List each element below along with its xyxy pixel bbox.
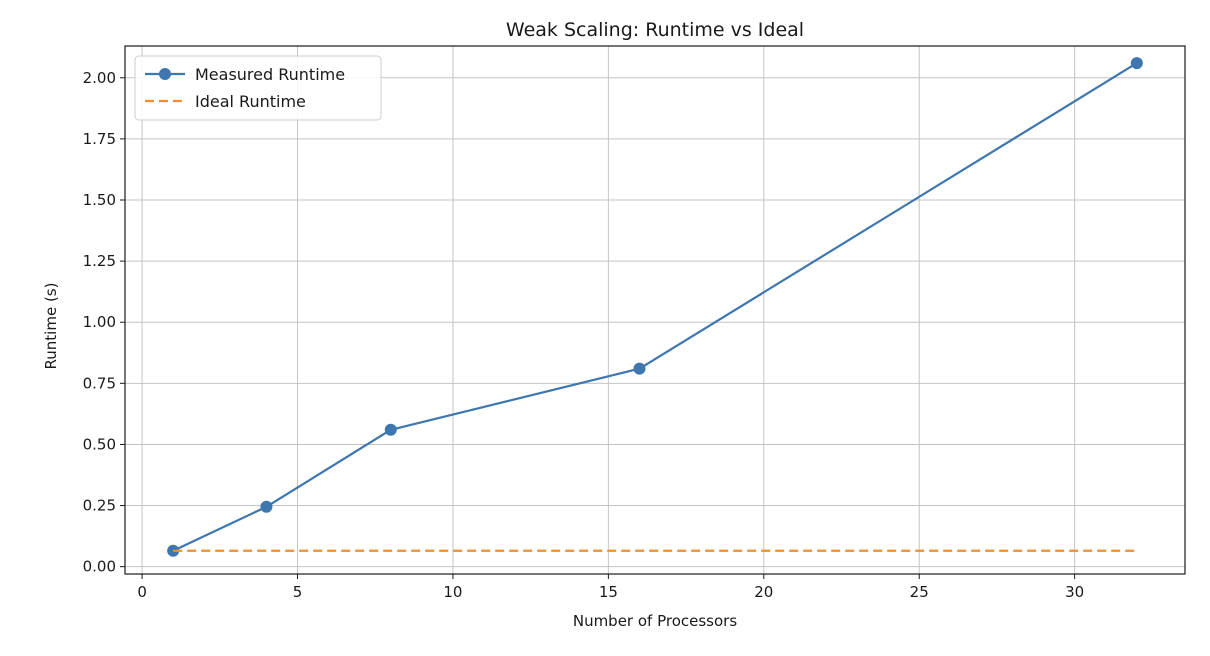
data-point [384,423,397,436]
y-tick-label: 2.00 [83,69,116,87]
y-axis-label: Runtime (s) [42,283,60,370]
y-tick-label: 0.50 [83,435,116,453]
data-point [633,362,646,375]
y-tick-label: 0.75 [83,374,116,392]
legend-marker [159,68,171,80]
y-tick-label: 1.25 [83,252,116,270]
y-tick-label: 1.75 [83,130,116,148]
data-point [260,500,273,513]
x-tick-label: 20 [754,583,773,601]
y-tick-label: 1.50 [83,191,116,209]
y-axis-ticks: 0.00 0.25 0.50 0.75 1.00 1.25 1.50 1.75 2.00 [83,69,125,576]
data-point [1130,57,1143,70]
grid-lines [125,46,1185,574]
series-line-1 [172,62,1138,552]
x-tick-label: 25 [910,583,929,601]
y-tick-label: 1.00 [83,313,116,331]
x-axis-ticks: 0 5 10 15 20 25 30 [137,574,1084,601]
x-tick-label: 5 [293,583,303,601]
x-tick-label: 30 [1065,583,1084,601]
x-tick-label: 10 [443,583,462,601]
y-tick-label: 0.25 [83,497,116,515]
legend: Measured Runtime Ideal Runtime [134,55,382,121]
chart-title: Weak Scaling: Runtime vs Ideal [506,19,804,41]
legend-label: Measured Runtime [195,65,345,84]
plot-frame [124,45,1186,575]
legend-label: Ideal Runtime [195,92,306,111]
x-tick-label: 0 [137,583,147,601]
legend-box [134,55,382,121]
y-tick-label: 0.00 [83,558,116,576]
x-axis-label: Number of Processors [573,612,737,630]
x-tick-label: 15 [599,583,618,601]
series-layer [167,57,1143,557]
